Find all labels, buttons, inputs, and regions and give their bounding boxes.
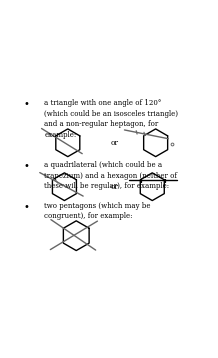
Text: a quadrilateral (which could be a
trapezium) and a hexagon (neither of
these wil: a quadrilateral (which could be a trapez… xyxy=(44,161,177,190)
Text: a triangle with one angle of 120°
(which could be an isosceles triangle)
and a n: a triangle with one angle of 120° (which… xyxy=(44,100,178,139)
Text: •: • xyxy=(24,161,30,171)
Text: two pentagons (which may be
congruent), for example:: two pentagons (which may be congruent), … xyxy=(44,202,151,220)
Text: or: or xyxy=(110,139,118,147)
Text: •: • xyxy=(24,202,30,212)
Text: or: or xyxy=(110,183,118,191)
Text: •: • xyxy=(24,100,30,109)
